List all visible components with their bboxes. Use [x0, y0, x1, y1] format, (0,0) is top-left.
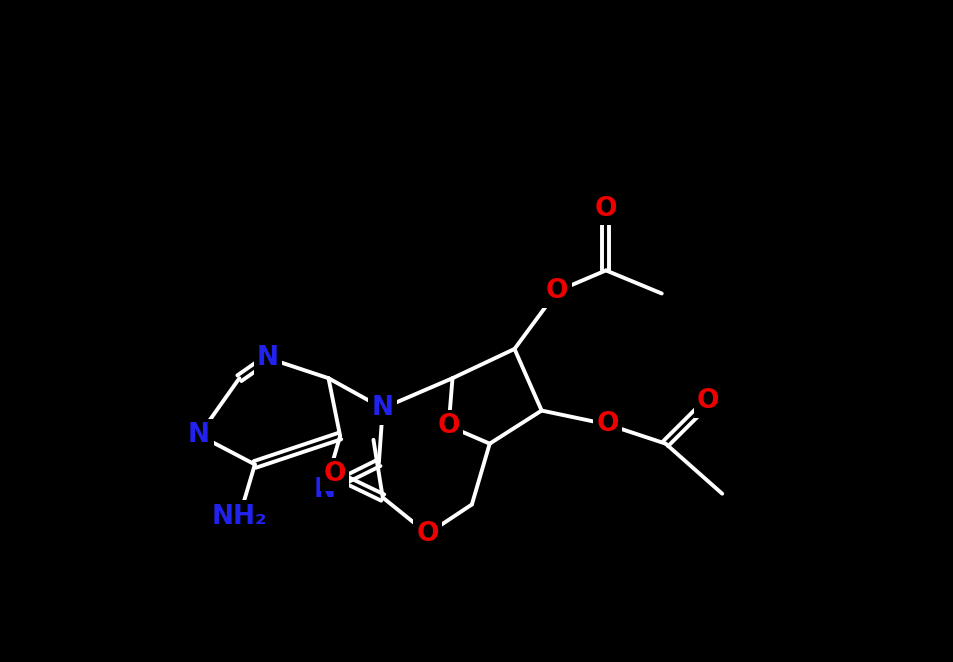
Text: N: N	[314, 477, 335, 503]
Text: O: O	[416, 521, 438, 547]
Text: N: N	[372, 395, 394, 421]
Text: O: O	[545, 278, 568, 305]
Text: N: N	[256, 345, 279, 371]
Text: O: O	[697, 389, 719, 414]
Text: O: O	[436, 413, 459, 439]
Text: N: N	[188, 422, 210, 448]
Text: NH₂: NH₂	[212, 504, 267, 530]
Text: O: O	[596, 411, 618, 438]
Text: O: O	[594, 196, 617, 222]
Text: O: O	[323, 461, 346, 487]
